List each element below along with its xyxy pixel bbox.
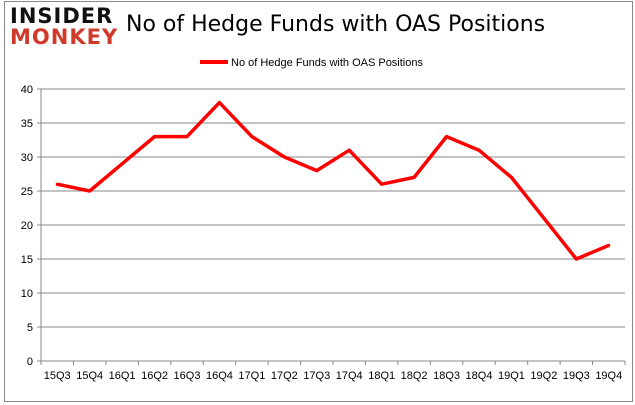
data-point bbox=[380, 182, 384, 186]
x-tick-label: 17Q3 bbox=[303, 370, 330, 382]
data-point bbox=[185, 135, 189, 139]
data-point bbox=[120, 162, 124, 166]
data-point bbox=[542, 216, 546, 220]
insider-monkey-logo: INSIDER MONKEY bbox=[10, 6, 118, 48]
x-tick-label: 16Q3 bbox=[174, 370, 201, 382]
data-point bbox=[217, 101, 221, 105]
y-tick-label: 40 bbox=[21, 84, 33, 96]
logo-line1: INSIDER bbox=[10, 4, 114, 28]
x-tick-label: 18Q4 bbox=[466, 370, 493, 382]
data-point bbox=[509, 175, 513, 179]
x-tick-label: 15Q4 bbox=[76, 370, 103, 382]
y-tick-label: 20 bbox=[21, 220, 33, 232]
x-tick-label: 18Q1 bbox=[368, 370, 395, 382]
chart-frame bbox=[4, 1, 633, 402]
legend-label: No of Hedge Funds with OAS Positions bbox=[231, 57, 423, 69]
x-tick-label: 19Q2 bbox=[530, 370, 557, 382]
y-tick-label: 35 bbox=[21, 118, 33, 130]
x-tick-label: 19Q4 bbox=[595, 370, 622, 382]
data-point bbox=[607, 243, 611, 247]
y-tick-label: 0 bbox=[27, 356, 33, 368]
data-point bbox=[445, 135, 449, 139]
y-tick-label: 30 bbox=[21, 152, 33, 164]
y-tick-label: 10 bbox=[21, 288, 33, 300]
x-tick-label: 15Q3 bbox=[44, 370, 71, 382]
x-tick-label: 16Q1 bbox=[109, 370, 136, 382]
data-point bbox=[412, 175, 416, 179]
chart-title: No of Hedge Funds with OAS Positions bbox=[126, 12, 546, 37]
y-tick-label: 5 bbox=[27, 322, 33, 334]
x-tick-label: 17Q1 bbox=[238, 370, 265, 382]
x-tick-label: 18Q2 bbox=[401, 370, 428, 382]
x-tick-label: 16Q2 bbox=[141, 370, 168, 382]
x-tick-label: 16Q4 bbox=[206, 370, 233, 382]
y-tick-label: 25 bbox=[21, 186, 33, 198]
data-point bbox=[477, 148, 481, 152]
data-point bbox=[250, 135, 254, 139]
data-point bbox=[282, 155, 286, 159]
data-point bbox=[55, 182, 59, 186]
data-point bbox=[153, 135, 157, 139]
x-tick-label: 17Q4 bbox=[336, 370, 363, 382]
data-point bbox=[315, 169, 319, 173]
data-point bbox=[88, 189, 92, 193]
logo-line2: MONKEY bbox=[10, 25, 119, 49]
data-point bbox=[574, 257, 578, 261]
x-tick-label: 19Q1 bbox=[498, 370, 525, 382]
x-tick-label: 19Q3 bbox=[563, 370, 590, 382]
data-point bbox=[347, 148, 351, 152]
y-tick-label: 15 bbox=[21, 254, 33, 266]
x-tick-label: 17Q2 bbox=[271, 370, 298, 382]
x-tick-label: 18Q3 bbox=[433, 370, 460, 382]
series-line bbox=[56, 100, 610, 261]
